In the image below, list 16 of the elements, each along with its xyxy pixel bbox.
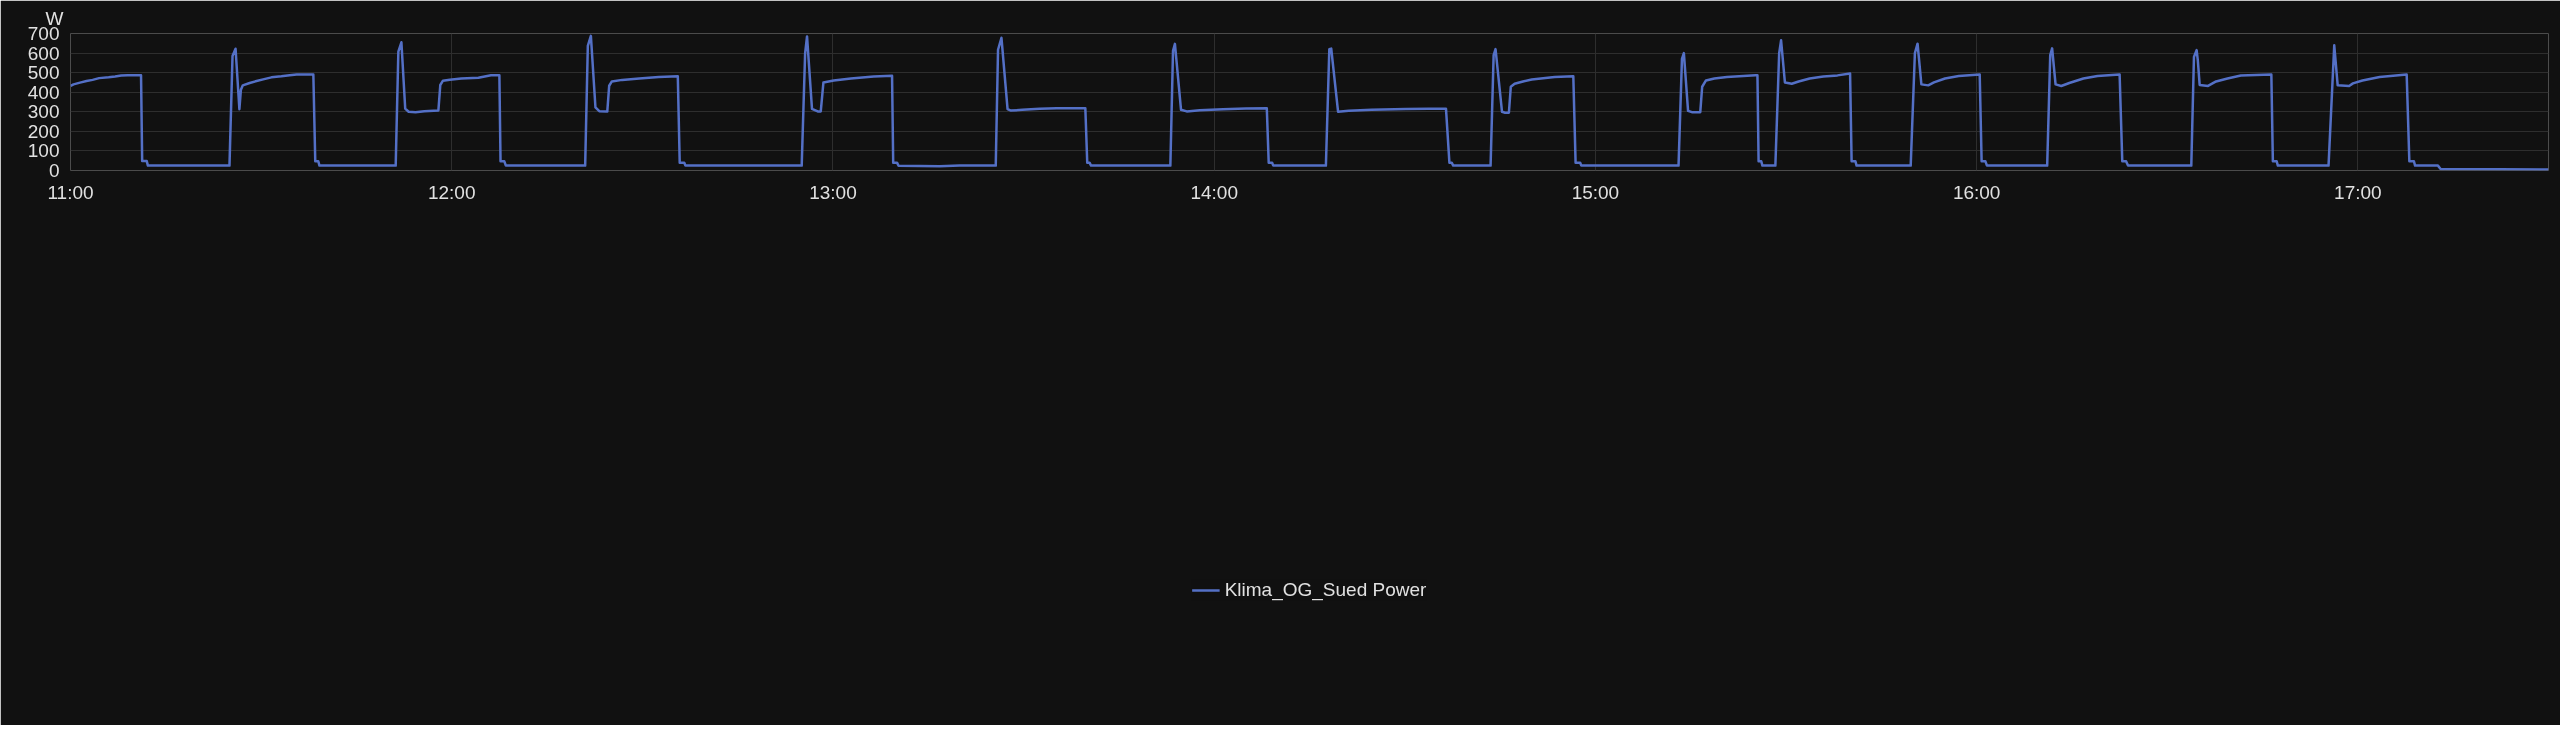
x-tick-label: 15:00 xyxy=(1571,181,1620,203)
y-tick-label: 300 xyxy=(27,101,60,123)
y-tick-label: 500 xyxy=(27,62,60,84)
y-tick-label: 600 xyxy=(27,42,60,64)
legend-label: Klima_OG_Sued Power xyxy=(1224,578,1427,601)
x-tick-label: 16:00 xyxy=(1952,181,2001,203)
y-tick-label: 400 xyxy=(27,81,60,103)
y-tick-label: 0 xyxy=(48,160,60,181)
x-tick-label: 12:00 xyxy=(427,181,476,203)
y-tick-label: 100 xyxy=(27,140,60,162)
x-tick-label: 13:00 xyxy=(809,181,857,203)
line-series xyxy=(70,34,2549,171)
y-tick-label: 200 xyxy=(27,120,60,142)
x-tick-label: 11:00 xyxy=(47,181,94,203)
x-tick-label: 14:00 xyxy=(1190,181,1238,203)
x-tick-label: 17:00 xyxy=(2334,181,2382,203)
